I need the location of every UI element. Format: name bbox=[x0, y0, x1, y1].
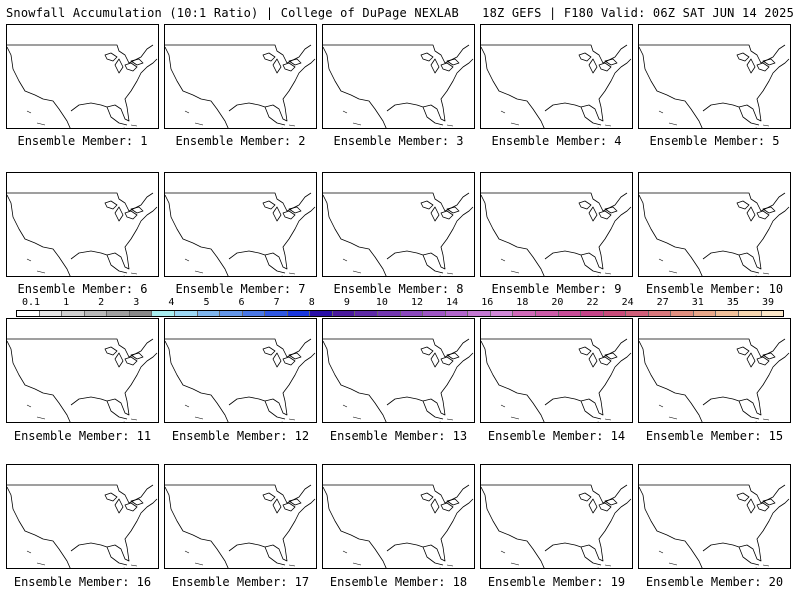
colorbar-segment bbox=[287, 311, 311, 316]
colorbar-segment bbox=[739, 311, 762, 316]
ensemble-member-map bbox=[480, 172, 633, 277]
snowfall-colorbar bbox=[16, 310, 784, 317]
colorbar-segment bbox=[626, 311, 649, 316]
ensemble-member-label: Ensemble Member: 5 bbox=[649, 134, 780, 148]
colorbar-segment bbox=[310, 311, 333, 316]
ensemble-member-label: Ensemble Member: 4 bbox=[491, 134, 622, 148]
colorbar-segment bbox=[152, 311, 175, 316]
colorbar-segment bbox=[332, 311, 356, 316]
colorbar-segment bbox=[17, 311, 40, 316]
colorbar-tick-label: 9 bbox=[343, 297, 350, 308]
ensemble-member-label: Ensemble Member: 12 bbox=[171, 429, 310, 443]
colorbar-segment bbox=[535, 311, 559, 316]
ensemble-member-map bbox=[164, 318, 317, 423]
colorbar-segment bbox=[445, 311, 469, 316]
colorbar-segment bbox=[355, 311, 378, 316]
colorbar-segment bbox=[423, 311, 446, 316]
ensemble-member-map bbox=[322, 464, 475, 569]
colorbar-tick-label: 10 bbox=[375, 297, 388, 308]
colorbar-segment bbox=[107, 311, 130, 316]
ensemble-member-label: Ensemble Member: 2 bbox=[175, 134, 306, 148]
ensemble-member-label: Ensemble Member: 1 bbox=[17, 134, 148, 148]
ensemble-member-label: Ensemble Member: 6 bbox=[17, 282, 148, 296]
colorbar-segment bbox=[603, 311, 627, 316]
colorbar-segment bbox=[62, 311, 85, 316]
map-title: Snowfall Accumulation (10:1 Ratio) | Col… bbox=[6, 6, 459, 20]
ensemble-member-map bbox=[480, 318, 633, 423]
colorbar-segment bbox=[671, 311, 694, 316]
colorbar-segment bbox=[490, 311, 514, 316]
ensemble-member-label: Ensemble Member: 11 bbox=[13, 429, 152, 443]
colorbar-tick-label: 6 bbox=[238, 297, 245, 308]
colorbar-tick-label: 0.1 bbox=[21, 297, 41, 308]
ensemble-member-map bbox=[6, 24, 159, 129]
colorbar-tick-label: 12 bbox=[411, 297, 424, 308]
colorbar-tick-label: 3 bbox=[133, 297, 140, 308]
colorbar-segment bbox=[400, 311, 424, 316]
ensemble-member-map bbox=[164, 24, 317, 129]
colorbar-segment bbox=[39, 311, 63, 316]
ensemble-member-map bbox=[638, 172, 791, 277]
colorbar-tick-label: 2 bbox=[98, 297, 105, 308]
ensemble-member-map bbox=[6, 318, 159, 423]
ensemble-member-label: Ensemble Member: 17 bbox=[171, 575, 310, 589]
colorbar-segment bbox=[558, 311, 582, 316]
ensemble-member-label: Ensemble Member: 10 bbox=[645, 282, 784, 296]
colorbar-segment bbox=[716, 311, 739, 316]
colorbar-tick-label: 16 bbox=[481, 297, 494, 308]
ensemble-member-label: Ensemble Member: 8 bbox=[333, 282, 464, 296]
ensemble-member-label: Ensemble Member: 16 bbox=[13, 575, 152, 589]
ensemble-member-label: Ensemble Member: 15 bbox=[645, 429, 784, 443]
colorbar-segment bbox=[242, 311, 266, 316]
ensemble-member-map bbox=[164, 172, 317, 277]
ensemble-member-label: Ensemble Member: 13 bbox=[329, 429, 468, 443]
colorbar-tick-label: 27 bbox=[656, 297, 669, 308]
colorbar-tick-label: 7 bbox=[273, 297, 280, 308]
ensemble-member-label: Ensemble Member: 19 bbox=[487, 575, 626, 589]
colorbar-segment bbox=[581, 311, 604, 316]
colorbar-tick-label: 39 bbox=[761, 297, 775, 308]
colorbar-tick-label: 5 bbox=[203, 297, 210, 308]
ensemble-member-map bbox=[480, 464, 633, 569]
colorbar-segment bbox=[693, 311, 717, 316]
colorbar-segment bbox=[761, 311, 784, 316]
colorbar-segment bbox=[648, 311, 672, 316]
colorbar-segment bbox=[468, 311, 491, 316]
colorbar-segment bbox=[174, 311, 198, 316]
ensemble-member-map bbox=[6, 172, 159, 277]
colorbar-tick-label: 14 bbox=[446, 297, 459, 308]
colorbar-tick-label: 31 bbox=[691, 297, 704, 308]
ensemble-member-map bbox=[322, 172, 475, 277]
ensemble-member-map bbox=[638, 318, 791, 423]
colorbar-segment bbox=[220, 311, 243, 316]
ensemble-member-label: Ensemble Member: 18 bbox=[329, 575, 468, 589]
colorbar-tick-label: 4 bbox=[168, 297, 175, 308]
colorbar-tick-label: 35 bbox=[726, 297, 739, 308]
ensemble-member-label: Ensemble Member: 7 bbox=[175, 282, 306, 296]
ensemble-member-label: Ensemble Member: 3 bbox=[333, 134, 464, 148]
ensemble-member-map bbox=[6, 464, 159, 569]
colorbar-segment bbox=[84, 311, 108, 316]
colorbar-tick-label: 22 bbox=[586, 297, 599, 308]
colorbar-tick-label: 8 bbox=[308, 297, 315, 308]
colorbar-segment bbox=[197, 311, 221, 316]
model-run-valid-time: 18Z GEFS | F180 Valid: 06Z SAT JUN 14 20… bbox=[482, 6, 794, 20]
colorbar-tick-label: 18 bbox=[516, 297, 529, 308]
ensemble-member-map bbox=[480, 24, 633, 129]
ensemble-member-label: Ensemble Member: 9 bbox=[491, 282, 622, 296]
ensemble-member-map bbox=[638, 24, 791, 129]
colorbar-segment bbox=[378, 311, 401, 316]
colorbar-segment bbox=[129, 311, 153, 316]
ensemble-member-map bbox=[164, 464, 317, 569]
ensemble-member-map bbox=[322, 24, 475, 129]
colorbar-segment bbox=[265, 311, 288, 316]
colorbar-tick-label: 1 bbox=[63, 297, 70, 308]
colorbar-segment bbox=[513, 311, 536, 316]
ensemble-member-label: Ensemble Member: 20 bbox=[645, 575, 784, 589]
ensemble-member-map bbox=[638, 464, 791, 569]
colorbar-tick-label: 24 bbox=[621, 297, 634, 308]
colorbar-tick-label: 20 bbox=[551, 297, 564, 308]
ensemble-member-map bbox=[322, 318, 475, 423]
ensemble-member-label: Ensemble Member: 14 bbox=[487, 429, 626, 443]
